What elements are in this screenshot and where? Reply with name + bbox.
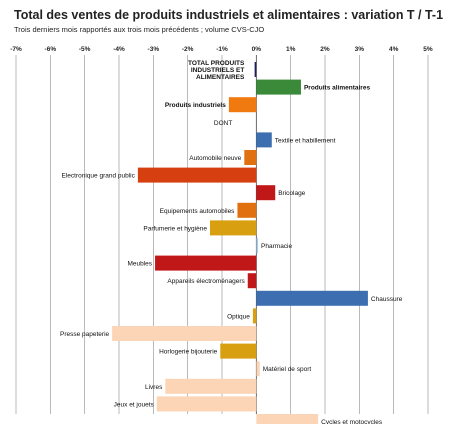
bar — [256, 132, 272, 148]
bar — [256, 238, 259, 253]
x-tick-label: -6% — [45, 46, 57, 53]
bar-label: Appareils électroménagers — [167, 278, 245, 285]
bar — [252, 308, 257, 324]
bar — [247, 273, 257, 289]
bar — [244, 150, 257, 165]
bar — [254, 62, 257, 77]
x-tick-label: -3% — [148, 46, 160, 53]
x-tick-label: 4% — [389, 46, 399, 53]
bar-label: Equipements automobiles — [160, 208, 236, 215]
bar — [256, 185, 276, 201]
bar-label: INDUSTRIELS ET — [191, 67, 244, 74]
chart-title: Total des ventes de produits industriels… — [14, 8, 444, 22]
bar-label: Electronique grand public — [62, 173, 136, 180]
bar-label: Produits industriels — [165, 102, 226, 109]
bar-label: Meubles — [127, 261, 152, 268]
bar — [228, 97, 257, 113]
chart-subtitle: Trois derniers mois rapportés aux trois … — [14, 25, 265, 34]
bar-label: Produits alimentaires — [304, 85, 370, 92]
bar — [256, 414, 319, 424]
bar — [220, 343, 257, 359]
bar — [165, 378, 257, 394]
bar-label: Livres — [145, 384, 163, 391]
bar-label: Optique — [227, 313, 250, 320]
bar — [156, 396, 257, 412]
x-tick-label: -2% — [182, 46, 194, 53]
bar — [155, 255, 257, 271]
x-tick-label: -5% — [79, 46, 91, 53]
bar-label: Matériel de sport — [263, 366, 312, 373]
x-tick-label: -4% — [113, 46, 125, 53]
bar — [209, 220, 257, 236]
bar — [256, 290, 368, 306]
bar-label: Horlogerie bijouterie — [159, 349, 218, 356]
x-tick-label: 0% — [252, 46, 262, 53]
bar-label: Pharmacie — [261, 243, 292, 250]
bar-label: Chaussure — [371, 296, 403, 303]
bar-label: Parfumerie et hygiène — [143, 225, 207, 232]
bar — [112, 326, 257, 341]
x-tick-label: 5% — [423, 46, 433, 53]
bar-label: DONT — [214, 120, 232, 127]
x-tick-label: 3% — [355, 46, 365, 53]
bar-label: Jeux et jouets — [114, 401, 155, 408]
x-tick-label: 1% — [286, 46, 296, 53]
bar-label: Automobile neuve — [189, 155, 241, 162]
grid-layer — [15, 55, 429, 414]
bar-label: Cycles et motocycles — [321, 419, 383, 424]
bar-label: Presse papeterie — [60, 331, 110, 338]
bar-label: Textile et habillement — [275, 137, 336, 144]
x-axis: -7% -6% -5% -4% -3% -2% -1% 0% 1% 2% 3% 4% 5% — [10, 46, 433, 53]
bar — [137, 167, 257, 183]
bar — [237, 202, 257, 218]
x-tick-label: -1% — [216, 46, 228, 53]
x-tick-label: 2% — [320, 46, 330, 53]
x-tick-label: -7% — [10, 46, 22, 53]
bar — [256, 79, 301, 95]
bar — [256, 361, 260, 377]
bar-label: Bricolage — [278, 190, 305, 197]
bar-label: TOTAL PRODUITS — [188, 60, 245, 67]
bar-label: ALIMENTAIRES — [196, 74, 245, 81]
bars — [112, 62, 368, 424]
